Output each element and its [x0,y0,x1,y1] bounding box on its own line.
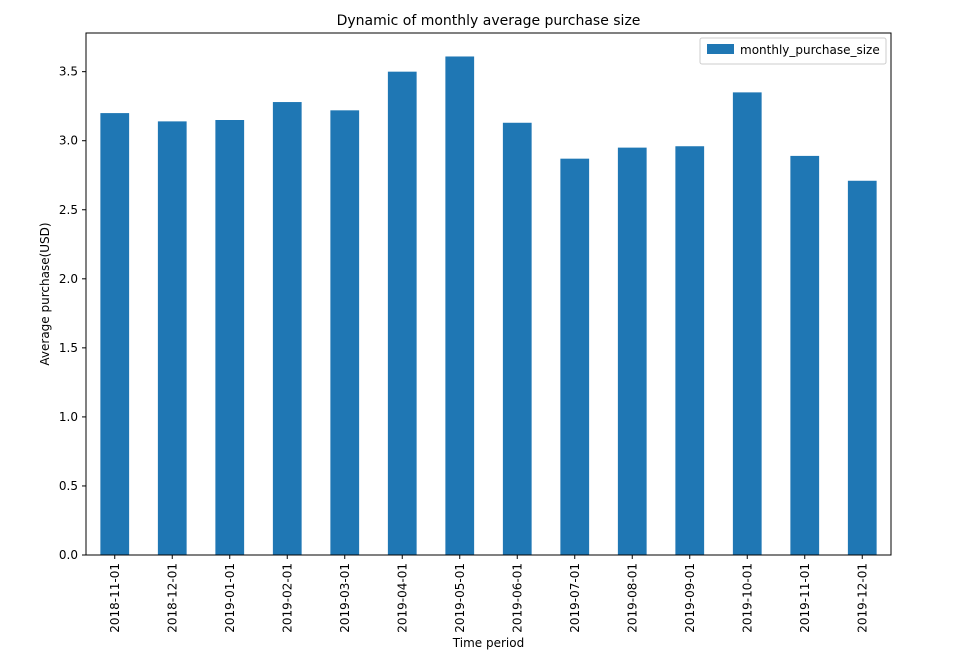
bar-2018-12-01 [157,121,187,555]
y-tick-label: 3.5 [59,65,78,79]
bar-2019-10-01 [732,92,762,555]
x-axis-label: Time period [452,636,524,650]
bar-2019-09-01 [675,146,705,556]
x-tick-label: 2019-09-01 [683,563,697,633]
x-axis-ticks: 2018-11-01 2018-12-01 2019-01-01 2019-02-01… [108,555,869,633]
y-tick-label: 2.5 [59,203,78,217]
bar-2019-12-01 [847,180,877,555]
bar-2019-06-01 [502,122,532,555]
y-axis-label: Average purchase(USD) [38,222,52,365]
x-tick-label: 2019-06-01 [510,563,524,633]
bar-2019-04-01 [387,71,417,556]
x-tick-label: 2019-03-01 [338,563,352,633]
bar-2018-11-01 [100,113,130,555]
x-tick-label: 2019-02-01 [280,563,294,633]
x-tick-label: 2019-08-01 [625,563,639,633]
bar-2019-08-01 [617,147,647,555]
y-tick-label: 1.0 [59,410,78,424]
x-tick-label: 2018-12-01 [165,563,179,633]
x-tick-label: 2019-12-01 [855,563,869,633]
bar-2019-07-01 [560,158,590,556]
legend-swatch [707,44,734,54]
y-axis-ticks: 0.0 0.5 1.0 1.5 2.0 2.5 3.0 3.5 [59,65,86,562]
bar-2019-03-01 [330,110,360,555]
x-tick-label: 2019-01-01 [223,563,237,633]
y-tick-label: 3.0 [59,134,78,148]
legend-box [699,37,887,65]
bars-layer [100,56,877,556]
bar-2019-01-01 [215,120,245,555]
bar-2019-11-01 [790,155,820,555]
y-tick-label: 0.5 [59,479,78,493]
x-tick-label: 2019-07-01 [568,563,582,633]
x-tick-label: 2018-11-01 [108,563,122,633]
bar-2019-05-01 [445,56,475,555]
x-tick-label: 2019-10-01 [740,563,754,633]
chart-title: Dynamic of monthly average purchase size [337,13,641,29]
x-tick-label: 2019-05-01 [453,563,467,633]
x-tick-label: 2019-04-01 [395,563,409,633]
plot-frame [85,32,892,556]
y-tick-label: 0.0 [59,548,78,562]
y-tick-label: 2.0 [59,272,78,286]
y-tick-label: 1.5 [59,341,78,355]
legend: monthly_purchase_size [699,37,887,65]
legend-label: monthly_purchase_size [740,43,880,57]
x-tick-label: 2019-11-01 [798,563,812,633]
bar-2019-02-01 [272,102,302,556]
